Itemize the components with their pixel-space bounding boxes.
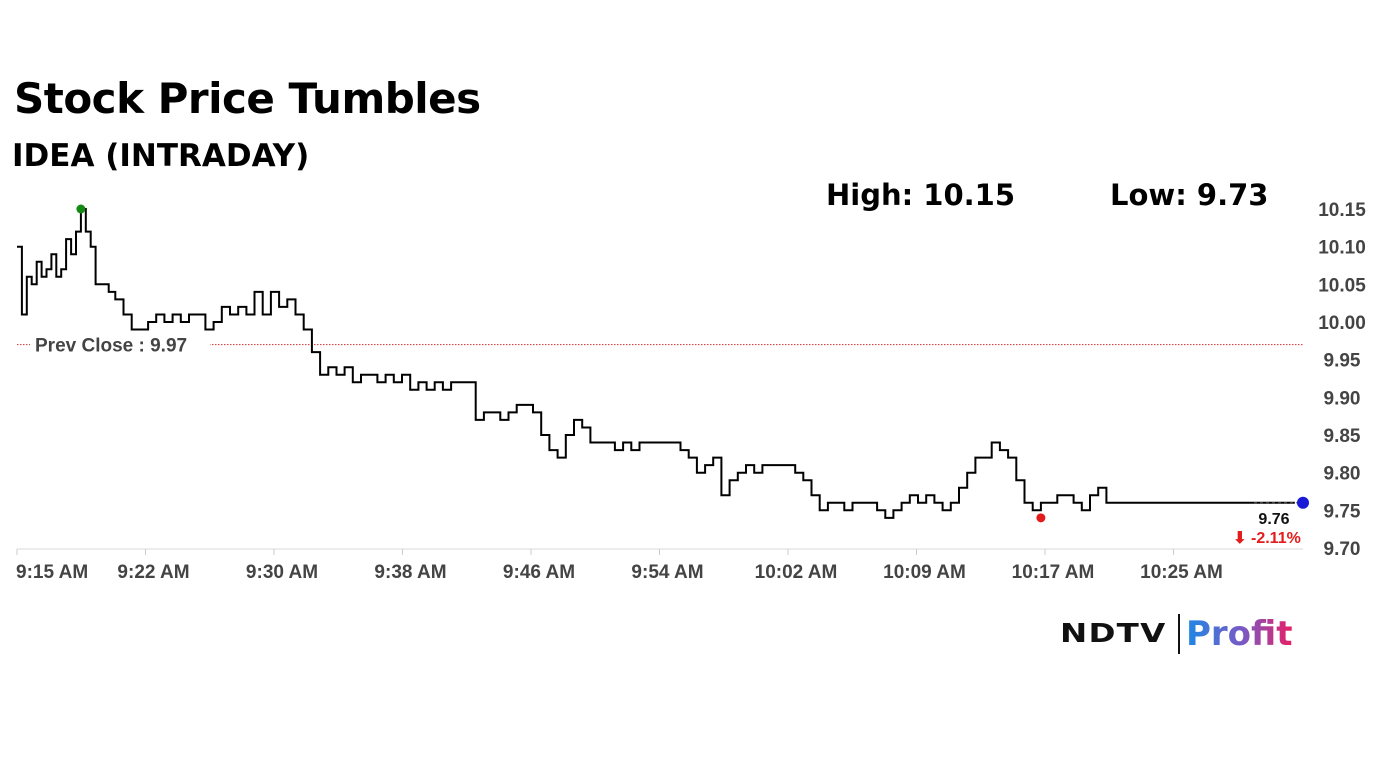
label-layer: 9.76 ⬇ -2.11% (1233, 511, 1301, 547)
prev-close-label: Prev Close : 9.97 (35, 336, 187, 357)
ndtv-profit-logo: NDTV Profit (1060, 612, 1293, 656)
x-tick-label: 10:25 AM (1140, 562, 1223, 583)
x-tick-label: 9:30 AM (246, 562, 318, 583)
y-tick-label: 9.75 (1324, 501, 1361, 522)
price-line (17, 208, 1295, 519)
x-tick-label: 10:09 AM (883, 562, 966, 583)
y-tick-label: 9.95 (1324, 351, 1361, 372)
price-change-label: ⬇ -2.11% (1233, 530, 1301, 547)
prev-close-layer: Prev Close : 9.97 (17, 333, 1303, 357)
x-tick-label: 9:46 AM (503, 562, 575, 583)
x-tick-label: 9:22 AM (117, 562, 189, 583)
prev-close-label-bg (30, 333, 210, 356)
high-price-marker (76, 204, 86, 214)
x-tick-label: 9:15 AM (16, 562, 88, 583)
x-tick-label: 9:38 AM (374, 562, 446, 583)
y-tick-label: 10.15 (1318, 200, 1366, 221)
x-tick-label: 10:02 AM (755, 562, 838, 583)
y-tick-label: 9.80 (1324, 464, 1361, 485)
last-price-label: 9.76 (1258, 511, 1289, 528)
y-tick-label: 10.00 (1318, 313, 1366, 334)
y-tick-label: 10.05 (1318, 275, 1366, 296)
chart-title: Stock Price Tumbles (14, 74, 481, 123)
x-tick-label: 9:54 AM (631, 562, 703, 583)
logo-separator (1178, 614, 1180, 654)
y-tick-label: 9.85 (1324, 426, 1361, 447)
logo-profit: Profit (1186, 614, 1293, 654)
y-tick-label: 10.10 (1318, 238, 1366, 259)
last-price-marker (1297, 496, 1309, 509)
y-tick-label: 9.90 (1324, 388, 1361, 409)
price-line-layer (17, 208, 1303, 519)
axis-layer: 9:15 AM 9:22 AM 9:30 AM 9:38 AM 9:46 AM 9:54 … (16, 200, 1366, 583)
day-high-label: High: 10.15 (826, 178, 1016, 212)
y-tick-label: 9.70 (1324, 539, 1361, 560)
low-price-marker (1036, 513, 1046, 523)
chart-subtitle: IDEA (INTRADAY) (12, 138, 310, 174)
logo-ndtv: NDTV (1060, 619, 1167, 649)
marker-layer (76, 204, 1309, 523)
x-tick-label: 10:17 AM (1012, 562, 1095, 583)
day-low-label: Low: 9.73 (1110, 178, 1269, 212)
